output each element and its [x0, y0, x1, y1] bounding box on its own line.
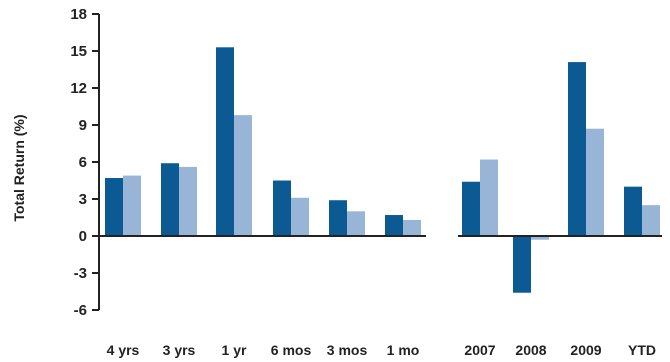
- y-tick-label: 18: [70, 6, 87, 23]
- bars: [105, 47, 660, 293]
- bar-1-mo-s1: [385, 215, 403, 236]
- y-tick-label: 12: [70, 80, 87, 97]
- bar-2009-s2: [586, 128, 604, 236]
- x-category-label: 6 mos: [271, 342, 312, 358]
- y-tick-label: 9: [79, 117, 87, 134]
- bar-ytd-s2: [642, 205, 660, 236]
- bar-2009-s1: [568, 62, 586, 236]
- x-category-label: 3 yrs: [163, 342, 196, 358]
- y-tick-label: 15: [70, 43, 87, 60]
- bar-2007-s2: [480, 159, 498, 236]
- x-category-label: 1 yr: [222, 342, 247, 358]
- bar-3-yrs-s1: [161, 163, 179, 236]
- y-tick-label: -3: [74, 265, 87, 282]
- bar-1-mo-s2: [403, 219, 421, 236]
- x-category-label: YTD: [628, 342, 656, 358]
- bar-3-yrs-s2: [179, 166, 197, 236]
- y-tick-label: -6: [74, 302, 87, 319]
- bar-6-mos-s2: [291, 197, 309, 236]
- y-tick-label: 3: [79, 191, 87, 208]
- y-axis: -6 -3 0 3 6 9 12 15 18: [70, 6, 100, 319]
- y-axis-title: Total Return (%): [11, 114, 27, 221]
- x-axis-labels: 4 yrs 3 yrs 1 yr 6 mos 3 mos 1 mo 2007 2008 2009…: [107, 342, 656, 358]
- bar-2007-s1: [462, 181, 480, 236]
- x-category-label: 4 yrs: [107, 342, 140, 358]
- x-category-label: 2008: [515, 342, 546, 358]
- bar-6-mos-s1: [273, 180, 291, 236]
- x-category-label: 3 mos: [327, 342, 368, 358]
- bar-ytd-s1: [624, 186, 642, 236]
- bar-4-yrs-s1: [105, 178, 123, 236]
- x-category-label: 2009: [570, 342, 601, 358]
- y-tick-label: 0: [79, 228, 87, 245]
- x-category-label: 1 mo: [387, 342, 420, 358]
- bar-2008-s1: [513, 236, 531, 293]
- x-category-label: 2007: [464, 342, 495, 358]
- bar-3-mos-s2: [347, 211, 365, 236]
- bar-1-yr-s1: [216, 47, 234, 236]
- bar-2008-s2: [531, 236, 549, 240]
- bar-3-mos-s1: [329, 200, 347, 236]
- bar-1-yr-s2: [234, 115, 252, 236]
- bar-4-yrs-s2: [123, 175, 141, 236]
- y-tick-label: 6: [79, 154, 87, 171]
